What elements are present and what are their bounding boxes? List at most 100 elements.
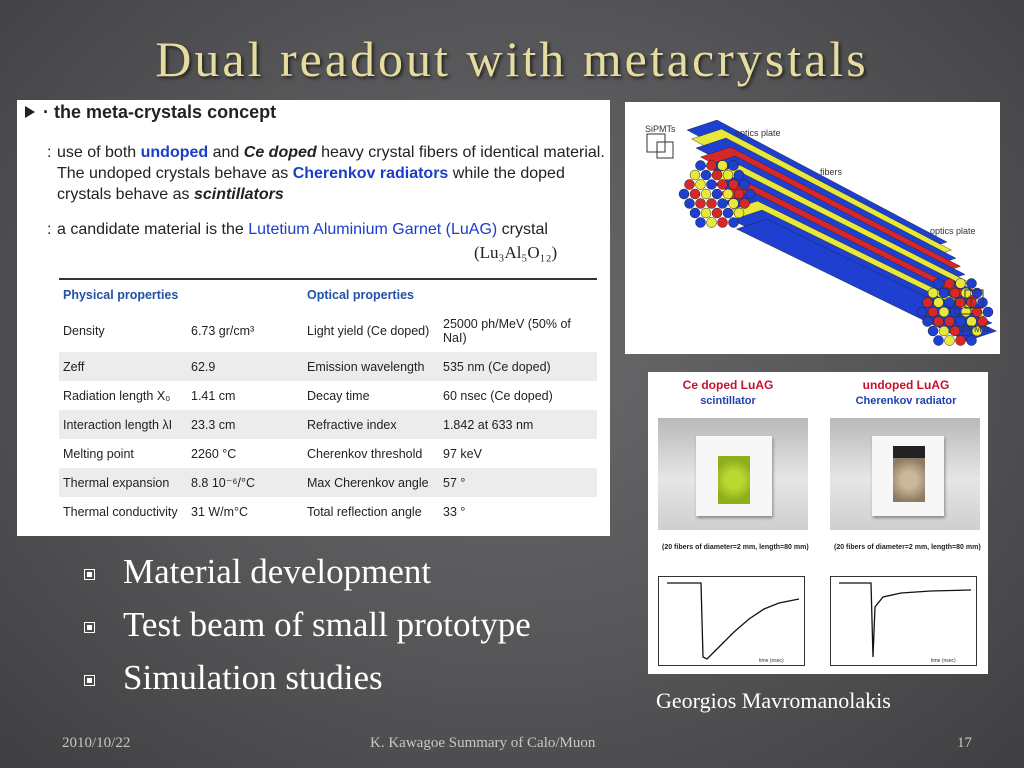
square-bullet-icon xyxy=(84,675,95,686)
fiber-end xyxy=(689,207,701,219)
fiber-end xyxy=(960,325,972,337)
triangle-bullet-icon xyxy=(25,106,35,118)
fiber-end xyxy=(717,217,728,228)
fiber-end xyxy=(700,169,712,181)
fiber-end xyxy=(733,169,745,181)
bullet-text-test-beam: Test beam of small prototype xyxy=(123,605,531,644)
fiber-end xyxy=(949,325,961,337)
fiber-end xyxy=(706,179,717,190)
fiber-end xyxy=(955,278,966,289)
fiber-end xyxy=(728,217,739,228)
fiber-end xyxy=(977,316,988,327)
fiber-end xyxy=(689,169,701,181)
b2-text-1: a candidate material is the xyxy=(57,221,249,238)
optical-name: Refractive index xyxy=(303,410,439,439)
fiber-end xyxy=(689,188,701,200)
property-name: Radiation length X₀ xyxy=(59,381,187,410)
fiber-end xyxy=(938,306,950,318)
fiber-end xyxy=(933,316,944,327)
cherenkov-pulse-svg: time (nsec) xyxy=(839,582,972,664)
cherenkov-pulse-plot: time (nsec) xyxy=(830,576,977,666)
fiber-end xyxy=(944,316,955,327)
optical-name: Max Cherenkov angle xyxy=(303,468,439,497)
undoped-photo xyxy=(830,418,980,530)
property-value: 6.73 gr/cm³ xyxy=(187,310,303,352)
scintillator-pulse-svg: time (nsec) xyxy=(667,582,800,664)
ce-doped-subtitle: scintillator xyxy=(700,395,756,407)
square-bullet-icon xyxy=(84,622,95,633)
property-value: 23.3 cm xyxy=(187,410,303,439)
optical-name: Total reflection angle xyxy=(303,497,439,526)
fiber-calorimeter-diagram: SiPMTs optics plate fibers optics plate … xyxy=(625,102,1000,354)
b1-text-2: and xyxy=(208,144,244,161)
fiber-end xyxy=(695,217,706,228)
optical-name: Light yield (Ce doped) xyxy=(303,310,439,352)
table-row: Density 6.73 gr/cm³ Light yield (Ce doped)… xyxy=(59,310,597,352)
fiber-end xyxy=(933,335,944,346)
fiber-end xyxy=(927,325,939,337)
property-name: Thermal expansion xyxy=(59,468,187,497)
b1-cherenkov: Cherenkov radiators xyxy=(292,165,449,182)
property-name: Thermal conductivity xyxy=(59,497,187,526)
fiber-end xyxy=(739,179,750,190)
label-optics-top: optics plate xyxy=(735,128,781,138)
header-physical: Physical properties xyxy=(59,278,187,310)
label-sipmts-top: SiPMTs xyxy=(645,124,676,134)
b1-scintillators: scintillators xyxy=(193,186,284,203)
scintillator-pulse-plot: time (nsec) xyxy=(658,576,805,666)
fiber-end xyxy=(944,335,955,346)
concept-heading-text: · the meta-crystals concept xyxy=(43,102,277,122)
fiber-end xyxy=(927,287,939,299)
fiber-end xyxy=(728,160,739,171)
fiber-end xyxy=(949,287,961,299)
right-plot-xlabel: time (nsec) xyxy=(931,658,956,664)
undoped-crystal-top xyxy=(893,446,925,458)
fiber-end xyxy=(927,306,939,318)
optical-value: 1.842 at 633 nm xyxy=(439,410,597,439)
square-bullet-icon xyxy=(84,569,95,580)
fiber-end xyxy=(711,207,723,219)
meta-crystals-concept-panel: · the meta-crystals concept : use of bot… xyxy=(17,100,610,536)
table-row: Zeff 62.9 Emission wavelength 535 nm (Ce do… xyxy=(59,352,597,381)
fiber-end xyxy=(922,297,933,308)
b1-text-3: heavy crystal fibers of identical materi… xyxy=(57,144,605,182)
property-value: 1.41 cm xyxy=(187,381,303,410)
bullet-item-test-beam: Test beam of small prototype xyxy=(80,605,531,658)
table-row: Radiation length X₀ 1.41 cm Decay time 60 n… xyxy=(59,381,597,410)
optical-name: Cherenkov threshold xyxy=(303,439,439,468)
fiber-end xyxy=(706,217,717,228)
ce-doped-crystal xyxy=(718,456,750,504)
luag-formula: (Lu₃Al₅O₁₂) xyxy=(474,243,558,262)
ce-doped-caption: (20 fibers of diameter=2 mm, length=80 m… xyxy=(662,544,809,551)
table-row: Thermal conductivity 31 W/m°C Total reflec… xyxy=(59,497,597,526)
undoped-subtitle: Cherenkov radiator xyxy=(855,395,957,407)
undoped-crystal xyxy=(893,458,925,502)
footer-page-number: 17 xyxy=(957,735,972,751)
optical-value: 60 nsec (Ce doped) xyxy=(439,381,597,410)
header-optical: Optical properties xyxy=(303,278,439,310)
cherenkov-pulse-curve xyxy=(839,582,972,658)
fiber-end xyxy=(706,160,717,171)
properties-table: Physical properties Optical properties D… xyxy=(59,278,597,526)
property-value: 31 W/m°C xyxy=(187,497,303,526)
properties-table-body: Density 6.73 gr/cm³ Light yield (Ce doped)… xyxy=(59,310,597,526)
fiber-end xyxy=(728,179,739,190)
b1-ce-doped: Ce doped xyxy=(243,144,317,161)
optical-name: Decay time xyxy=(303,381,439,410)
header-physical-value xyxy=(187,278,303,310)
fiber-end xyxy=(966,316,977,327)
table-row: Interaction length λI 23.3 cm Refractive i… xyxy=(59,410,597,439)
label-fibers: fibers xyxy=(820,167,843,177)
optical-value: 97 keV xyxy=(439,439,597,468)
property-name: Melting point xyxy=(59,439,187,468)
author-name: Georgios Mavromanolakis xyxy=(656,688,891,713)
fiber-end xyxy=(966,278,977,289)
fiber-end xyxy=(971,306,983,318)
ce-doped-holder xyxy=(696,436,772,516)
slide-title: Dual readout with metacrystals xyxy=(155,31,869,87)
property-name: Interaction length λI xyxy=(59,410,187,439)
fiber-end xyxy=(717,160,728,171)
fiber-end xyxy=(711,188,723,200)
label-optics-bottom: optics plate xyxy=(930,226,976,236)
fiber-end xyxy=(744,188,756,200)
